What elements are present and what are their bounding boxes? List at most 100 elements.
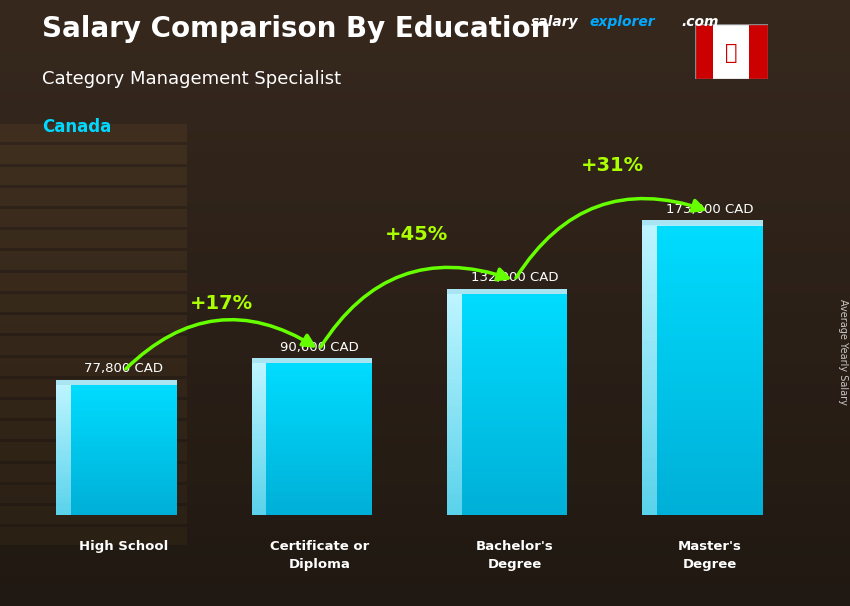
Bar [71,495,177,498]
Bar [266,451,372,454]
Bar [266,404,372,407]
Bar [0,176,850,192]
Bar [71,445,177,448]
Bar [252,502,266,505]
Bar [643,293,657,298]
Bar [0,338,850,353]
Bar [266,454,372,457]
Bar [462,386,568,390]
Bar [252,439,266,442]
Bar [71,413,177,415]
Bar [0,539,850,556]
Bar [462,360,568,364]
Bar [56,478,71,481]
Bar [252,484,266,487]
Bar [657,394,762,399]
Bar [252,414,266,416]
Bar [657,375,762,380]
Bar [0,438,850,454]
Bar [657,438,762,443]
Bar [0,327,850,344]
Bar [252,386,266,388]
Bar [643,389,657,395]
Bar [266,497,372,500]
Bar [56,385,71,387]
Bar [266,512,372,515]
Bar [56,510,71,513]
Bar [0,368,850,384]
Bar [447,349,462,353]
Bar [643,278,657,284]
Bar [71,387,177,389]
Bar [657,345,762,351]
Bar [266,401,372,404]
Bar [266,365,372,368]
Bar [252,396,266,399]
Bar [0,358,850,374]
Bar [643,500,657,505]
Bar [0,145,187,164]
Bar [643,476,657,481]
Bar [657,481,762,486]
Bar [71,493,177,496]
Bar [252,474,266,477]
Bar [266,442,372,444]
Bar [643,307,657,313]
Bar [0,24,850,41]
Bar [71,419,177,422]
Bar [462,507,568,511]
Bar [643,220,762,225]
Bar [0,256,850,273]
Bar [0,0,850,10]
Bar [266,492,372,495]
Bar [266,381,372,384]
Bar [657,418,762,424]
Bar [657,495,762,501]
Bar [447,319,462,324]
Bar [71,432,177,435]
Bar [695,24,713,79]
Bar [71,391,177,393]
Bar [657,249,762,255]
Bar [447,312,462,316]
Bar [0,165,850,182]
Bar [266,388,372,391]
Bar [266,474,372,477]
Bar [252,429,266,431]
Bar [266,469,372,472]
Bar [71,428,177,430]
Bar [657,298,762,303]
Bar [447,316,462,320]
Bar [56,379,177,385]
Bar [0,188,187,206]
Bar [0,105,850,121]
Bar [447,470,462,474]
Text: 90,600 CAD: 90,600 CAD [280,341,359,354]
Bar [56,400,71,402]
Bar [447,419,462,423]
Bar [657,235,762,240]
Bar [0,44,850,61]
Bar [0,216,850,232]
Bar [462,441,568,445]
Bar [266,399,372,401]
Bar [71,408,177,411]
Bar [447,504,462,508]
Bar [657,384,762,390]
Text: Category Management Specialist: Category Management Specialist [42,70,342,88]
Bar [56,450,71,452]
Bar [56,391,71,393]
Bar [71,471,177,474]
Bar [643,259,657,264]
Bar [643,355,657,361]
Bar [71,424,177,426]
Bar [252,376,266,379]
Bar [71,430,177,433]
Bar [0,418,850,435]
Bar [71,452,177,454]
Bar [0,527,187,545]
Bar [56,458,71,461]
Bar [266,363,372,366]
Bar [0,75,850,91]
Bar [0,347,850,364]
